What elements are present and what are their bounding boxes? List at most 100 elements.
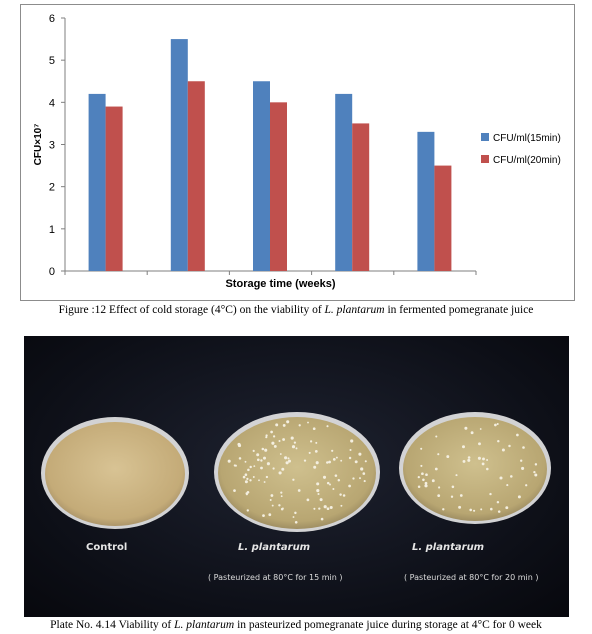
colony-dot	[332, 458, 336, 461]
colony-dot	[282, 423, 286, 427]
colony-dot	[249, 465, 252, 469]
colony-dot	[246, 509, 249, 512]
colony-dot	[312, 427, 316, 431]
colony-dot	[265, 436, 268, 439]
colony-dot	[494, 423, 497, 427]
colony-dot	[227, 459, 231, 463]
colony-dot	[516, 433, 519, 437]
colony-dot	[307, 421, 309, 424]
bar-20min	[434, 165, 452, 271]
colony-dot	[501, 448, 505, 452]
colony-dot	[450, 495, 454, 498]
colony-dot	[480, 508, 483, 511]
colony-dot	[478, 442, 481, 446]
plate-caption-species: L. plantarum	[174, 619, 235, 631]
colony-dot	[490, 507, 493, 511]
colony-dot	[349, 448, 352, 452]
colony-dot	[422, 478, 425, 482]
colony-dot	[326, 507, 330, 511]
colony-dot	[508, 444, 511, 448]
plate-caption-prefix: Plate No. 4.14 Viability of	[50, 619, 175, 631]
colony-dot	[309, 440, 313, 443]
colony-dot	[362, 472, 366, 475]
colony-dot	[313, 507, 316, 510]
colony-dot	[294, 520, 298, 524]
colony-dot	[303, 459, 307, 462]
colony-dot	[288, 459, 291, 463]
colony-dot	[417, 485, 421, 488]
colony-dot	[278, 504, 281, 507]
colony-dot	[331, 449, 334, 452]
colony-dot	[244, 473, 248, 476]
petri-dishes-illustration	[41, 412, 551, 532]
bar-20min	[187, 81, 205, 271]
colony-dot	[348, 456, 352, 460]
colony-dot	[271, 504, 274, 507]
colony-dot	[326, 425, 329, 428]
y-tick-label: 4	[49, 97, 55, 109]
colony-dot	[335, 456, 338, 459]
colony-dot	[306, 498, 310, 502]
chart-frame: 0 1 2 3 4 5 6 Storage time (weeks) CFU×10⁷ CFU/ml…	[20, 4, 575, 301]
bar-20min	[352, 123, 370, 272]
colony-dot	[497, 439, 500, 443]
colony-dot	[246, 490, 250, 494]
colony-dot	[340, 459, 343, 462]
colony-dot	[280, 491, 283, 494]
colony-dot	[332, 487, 335, 491]
colony-dot	[316, 482, 320, 486]
colony-dot	[496, 500, 500, 504]
colony-dot	[326, 461, 329, 464]
colony-dot	[252, 449, 255, 452]
colony-dot	[329, 483, 331, 486]
y-tick-label: 3	[49, 140, 55, 152]
colony-dot	[425, 473, 428, 477]
colony-dot	[272, 467, 275, 470]
colony-dot	[256, 453, 260, 457]
plate-caption: Plate No. 4.14 Viability of L. plantarum…	[0, 619, 592, 631]
colony-dot	[525, 484, 528, 487]
colony-dot	[260, 466, 263, 470]
colony-dot	[316, 489, 320, 493]
y-tick-label: 6	[49, 13, 55, 25]
colony-dot	[286, 420, 290, 424]
colony-dot	[315, 461, 319, 465]
x-axis-label: Storage time (weeks)	[225, 278, 335, 290]
colony-dot	[360, 467, 364, 471]
colony-dot	[481, 462, 485, 466]
colony-dot	[297, 489, 301, 492]
legend-swatch	[481, 155, 489, 163]
colony-dot	[451, 485, 455, 489]
colony-dot	[363, 480, 366, 483]
colony-dot	[417, 475, 420, 479]
legend-swatch	[481, 133, 489, 141]
colony-dot	[263, 456, 266, 460]
colony-dot	[265, 434, 268, 437]
colony-dot	[328, 460, 331, 464]
figure-caption: Figure :12 Effect of cold storage (4°C) …	[0, 304, 592, 316]
colonies-20min	[417, 422, 538, 513]
colony-dot	[424, 484, 428, 488]
colony-dot	[473, 509, 476, 512]
colony-dot	[442, 508, 445, 511]
colony-dot	[253, 465, 256, 468]
colony-dot	[359, 477, 361, 480]
figure-caption-prefix: Figure :12 Effect of cold storage (4°C) …	[58, 304, 325, 316]
colony-dot	[497, 510, 501, 513]
colony-dot	[467, 458, 471, 462]
colony-dot	[270, 430, 273, 434]
colony-dot	[420, 447, 423, 450]
colony-dot	[348, 484, 351, 488]
figure-caption-suffix: in fermented pomegranate juice	[384, 304, 534, 316]
colony-dot	[282, 438, 286, 441]
colony-dot	[246, 477, 249, 481]
colony-dot	[313, 465, 317, 469]
colony-dot	[339, 493, 342, 496]
bar-20min	[105, 106, 123, 271]
bar-15min	[88, 93, 106, 272]
colony-dot	[520, 459, 523, 462]
colony-dot	[318, 507, 321, 510]
dish-sublabel-15min: ( Pasteurized at 80°C for 15 min )	[208, 573, 343, 582]
y-tick-label: 5	[49, 55, 55, 67]
colony-dot	[242, 475, 246, 479]
